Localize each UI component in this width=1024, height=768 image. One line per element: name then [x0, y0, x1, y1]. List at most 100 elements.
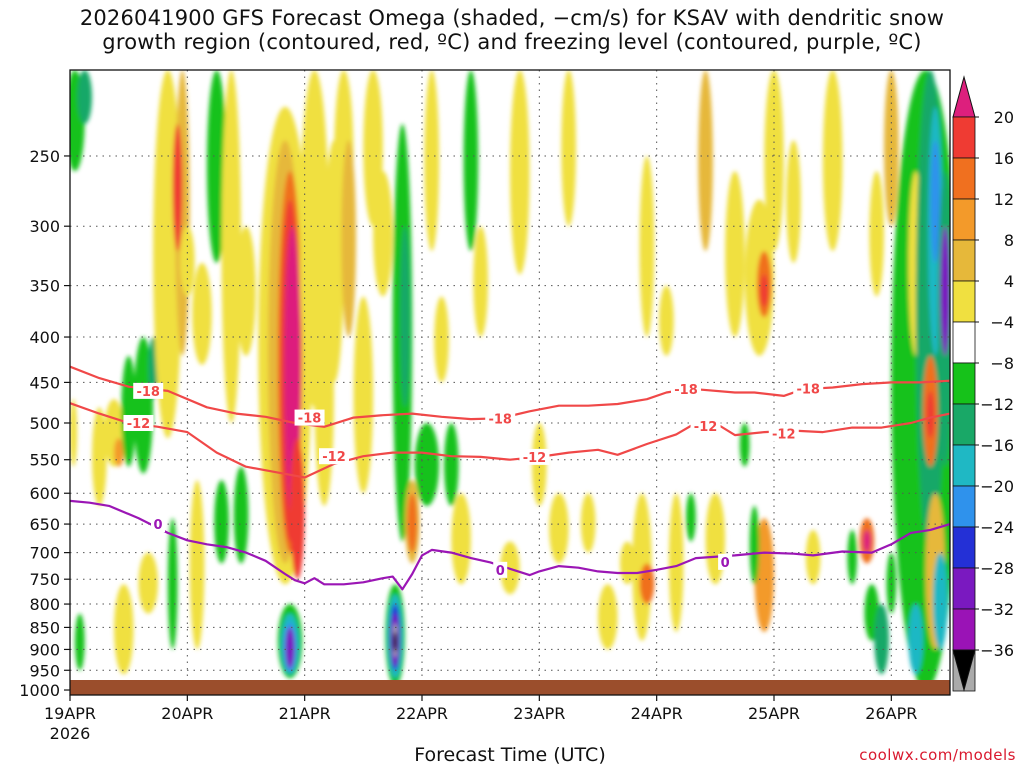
contour-label-bg	[718, 553, 733, 570]
omega-shade-cell	[189, 480, 205, 650]
omega-shade-cell	[874, 604, 889, 675]
x-tick-label: 21APR	[279, 704, 331, 723]
omega-shade-cell	[725, 171, 745, 338]
x-tick-sublabel: 2026	[50, 724, 91, 743]
omega-shade-cell	[167, 518, 178, 650]
site-credit[interactable]: coolwx.com/models	[859, 746, 1016, 764]
omega-shade-cell	[739, 422, 750, 467]
colorbar-tick-label: 8	[1004, 231, 1014, 250]
omega-shade-cell	[862, 529, 871, 553]
colorbar-tick-label: −32	[980, 600, 1014, 619]
contour-label-bg	[519, 448, 550, 465]
contour-label: -12	[523, 451, 547, 466]
colorbar-swatch	[952, 116, 976, 159]
chart-title-line-1: 2026041900 GFS Forecast Omega (shaded, −…	[79, 6, 945, 30]
y-tick-label: 1000	[19, 681, 60, 700]
omega-shade-cell	[749, 505, 760, 585]
contour-label-bg	[493, 561, 508, 578]
contour-label-bg	[294, 409, 325, 426]
omega-shade-cell	[473, 226, 488, 338]
omega-shade-cell	[74, 613, 85, 671]
chart-title: 2026041900 GFS Forecast Omega (shaded, −…	[0, 6, 1024, 54]
omega-shade-cell	[639, 155, 655, 338]
omega-shade-cell	[424, 70, 440, 252]
contour-label: 0	[721, 556, 730, 571]
omega-shade-cell	[908, 604, 924, 675]
y-tick-label: 250	[29, 147, 60, 166]
omega-shade-cell	[930, 140, 941, 263]
omega-shade-cell	[764, 70, 784, 252]
x-tick-label: 26APR	[865, 704, 917, 723]
contour-label: -18	[298, 412, 322, 427]
omega-shade-cell	[847, 529, 858, 585]
colorbar-swatch	[952, 280, 976, 323]
colorbar-tick-label: −4	[990, 313, 1014, 332]
y-tick-label: 350	[29, 277, 60, 296]
omega-shade-cell	[598, 584, 618, 650]
colorbar-tick-label: −28	[980, 559, 1014, 578]
colorbar-swatch-top	[952, 75, 976, 118]
omega-shade-cell	[886, 552, 897, 614]
y-tick-label: 300	[29, 217, 60, 236]
omega-shade-cell	[192, 262, 212, 365]
omega-shade-cell	[70, 399, 78, 467]
contour-label: -12	[127, 417, 151, 432]
contour-label: -12	[322, 450, 346, 465]
y-tick-label: 900	[29, 640, 60, 659]
omega-shade-cell	[285, 627, 295, 669]
contour-label: -12	[694, 420, 718, 435]
omega-shade-cell	[754, 518, 774, 632]
contour-label: -12	[772, 428, 796, 443]
y-tick-label: 550	[29, 451, 60, 470]
omega-shade-cell	[341, 140, 356, 338]
omega-shade-cell	[180, 226, 195, 297]
omega-shade-cell	[659, 285, 674, 356]
omega-shade-cell	[121, 355, 136, 467]
omega-shade-cell	[407, 493, 418, 553]
omega-shade-cell	[822, 70, 843, 252]
omega-shade-cell	[92, 407, 107, 506]
omega-shade-cell	[698, 70, 713, 252]
omega-shade-cell	[869, 171, 885, 297]
omega-shade-cell	[926, 390, 935, 439]
omega-shade-cell	[114, 584, 134, 675]
omega-shade-cell	[444, 422, 459, 506]
contour-label: -18	[674, 383, 698, 398]
y-tick-label: 650	[29, 515, 60, 534]
omega-shade-cell	[786, 140, 801, 263]
omega-shade-cell	[686, 493, 696, 542]
omega-shade-cell	[932, 552, 948, 650]
colorbar-swatch	[952, 403, 976, 446]
x-axis-label: Forecast Time (UTC)	[414, 744, 606, 766]
omega-shade-cell	[668, 493, 684, 632]
contour-label-bg	[123, 414, 154, 431]
omega-shade-cell	[206, 70, 227, 263]
colorbar-tick-label: −8	[990, 354, 1014, 373]
omega-shade-cell	[510, 70, 530, 275]
contour-label: -18	[488, 412, 512, 427]
y-tick-label: 950	[29, 661, 60, 680]
y-tick-label: 700	[29, 544, 60, 563]
y-tick-label: 450	[29, 373, 60, 392]
omega-shade-cell	[940, 226, 950, 356]
omega-shade-cell	[451, 493, 471, 585]
omega-shade-cell	[77, 70, 92, 124]
colorbar-swatch	[952, 198, 976, 241]
colorbar-tick-label: 20	[994, 108, 1014, 127]
omega-shade-cell	[463, 70, 479, 252]
contour-label-bg	[768, 425, 799, 442]
colorbar-swatch	[952, 239, 976, 282]
x-tick-label: 25APR	[748, 704, 800, 723]
y-tick-label: 600	[29, 484, 60, 503]
contour-label: 0	[496, 564, 505, 579]
x-tick-label: 19APR	[44, 704, 96, 723]
colorbar-tick-label: 4	[1004, 272, 1014, 291]
colorbar-tick-label: −36	[980, 641, 1014, 660]
contour-label: -18	[136, 385, 160, 400]
colorbar-tick-label: −24	[980, 518, 1014, 537]
y-tick-label: 500	[29, 414, 60, 433]
colorbar-swatch	[952, 444, 976, 487]
colorbar-swatch	[952, 157, 976, 200]
contour-label-bg	[319, 448, 349, 465]
